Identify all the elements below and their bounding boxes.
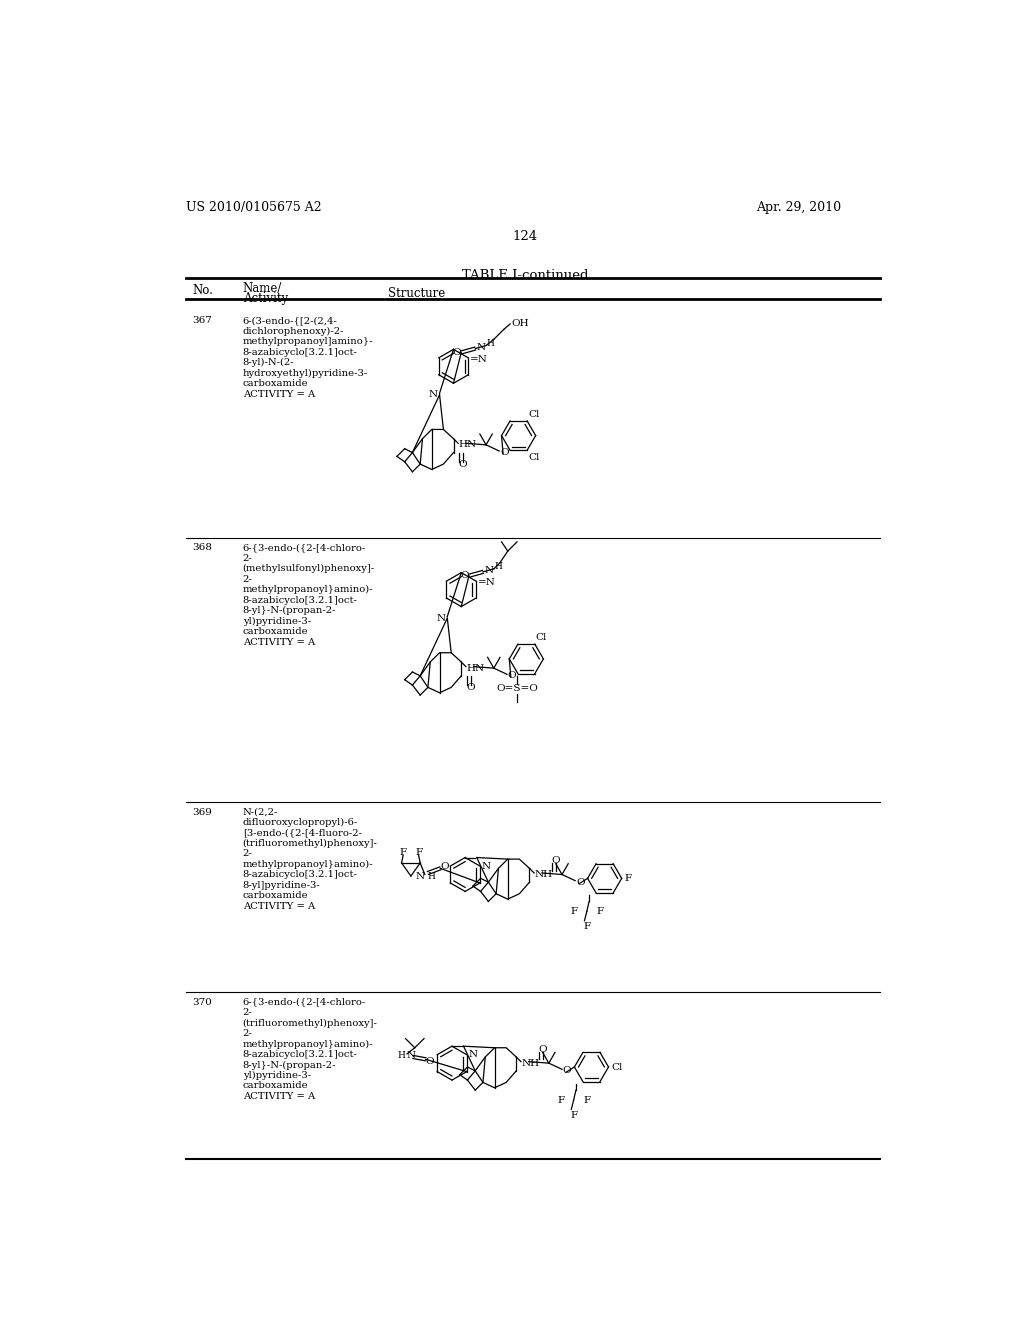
Text: F: F (584, 923, 591, 932)
Text: O: O (500, 447, 509, 457)
Text: O: O (426, 1057, 434, 1067)
Text: N: N (416, 871, 425, 880)
Text: O: O (461, 572, 469, 581)
Text: 6-(3-endo-{[2-(2,4-
dichlorophenoxy)-2-
methylpropanoyl]amino}-
8-azabicyclo[3.2: 6-(3-endo-{[2-(2,4- dichlorophenoxy)-2- … (243, 317, 373, 399)
Text: N: N (484, 566, 494, 574)
Text: US 2010/0105675 A2: US 2010/0105675 A2 (186, 201, 322, 214)
Text: F: F (584, 1096, 591, 1105)
Text: N: N (481, 862, 490, 870)
Text: F: F (597, 907, 604, 916)
Text: HN: HN (459, 441, 477, 449)
Text: Name/: Name/ (243, 282, 282, 296)
Text: O: O (563, 1067, 571, 1076)
Text: N: N (436, 614, 445, 623)
Text: Apr. 29, 2010: Apr. 29, 2010 (756, 201, 841, 214)
Text: 369: 369 (193, 808, 212, 817)
Text: Structure: Structure (388, 286, 444, 300)
Text: Activity: Activity (243, 292, 288, 305)
Text: O: O (459, 459, 467, 469)
Text: F: F (415, 849, 422, 858)
Text: N: N (429, 391, 438, 399)
Text: No.: No. (193, 284, 213, 297)
Text: O: O (453, 348, 461, 356)
Text: F: F (625, 874, 632, 883)
Text: 367: 367 (193, 317, 212, 325)
Text: F: F (399, 849, 407, 858)
Text: O: O (539, 1045, 547, 1053)
Text: Cl: Cl (536, 632, 547, 642)
Text: 6-{3-endo-({2-[4-chloro-
2-
(trifluoromethyl)phenoxy]-
2-
methylpropanoyl}amino): 6-{3-endo-({2-[4-chloro- 2- (trifluorome… (243, 998, 378, 1101)
Text: Cl: Cl (611, 1063, 623, 1072)
Text: 6-{3-endo-({2-[4-chloro-
2-
(methylsulfonyl)phenoxy]-
2-
methylpropanoyl}amino)-: 6-{3-endo-({2-[4-chloro- 2- (methylsulfo… (243, 544, 375, 647)
Text: O: O (552, 857, 560, 865)
Text: =N: =N (477, 578, 496, 587)
Text: NH: NH (535, 870, 553, 879)
Text: F: F (570, 907, 578, 916)
Text: 368: 368 (193, 544, 212, 552)
Text: TABLE I-continued: TABLE I-continued (462, 268, 588, 281)
Text: H: H (397, 1051, 406, 1060)
Text: 124: 124 (512, 230, 538, 243)
Text: H: H (495, 562, 503, 572)
Text: H: H (428, 871, 436, 880)
Text: O: O (575, 878, 585, 887)
Text: F: F (570, 1111, 578, 1119)
Text: HN: HN (467, 664, 484, 673)
Text: =N: =N (470, 355, 487, 364)
Text: F: F (557, 1096, 564, 1105)
Text: 370: 370 (193, 998, 212, 1007)
Text: H: H (486, 339, 495, 347)
Text: N: N (468, 1051, 477, 1059)
Text: N: N (477, 343, 486, 351)
Text: Cl: Cl (528, 409, 540, 418)
Text: NH: NH (521, 1059, 540, 1068)
Text: Cl: Cl (528, 453, 540, 462)
Text: O: O (466, 682, 475, 692)
Text: OH: OH (512, 319, 529, 329)
Text: O: O (440, 862, 449, 871)
Text: N-(2,2-
difluoroxyclopropyl)-6-
[3-endo-({2-[4-fluoro-2-
(trifluoromethyl)phenox: N-(2,2- difluoroxyclopropyl)-6- [3-endo-… (243, 808, 378, 911)
Text: O: O (508, 672, 516, 680)
Text: N: N (407, 1051, 416, 1060)
Text: O=S=O: O=S=O (496, 684, 538, 693)
